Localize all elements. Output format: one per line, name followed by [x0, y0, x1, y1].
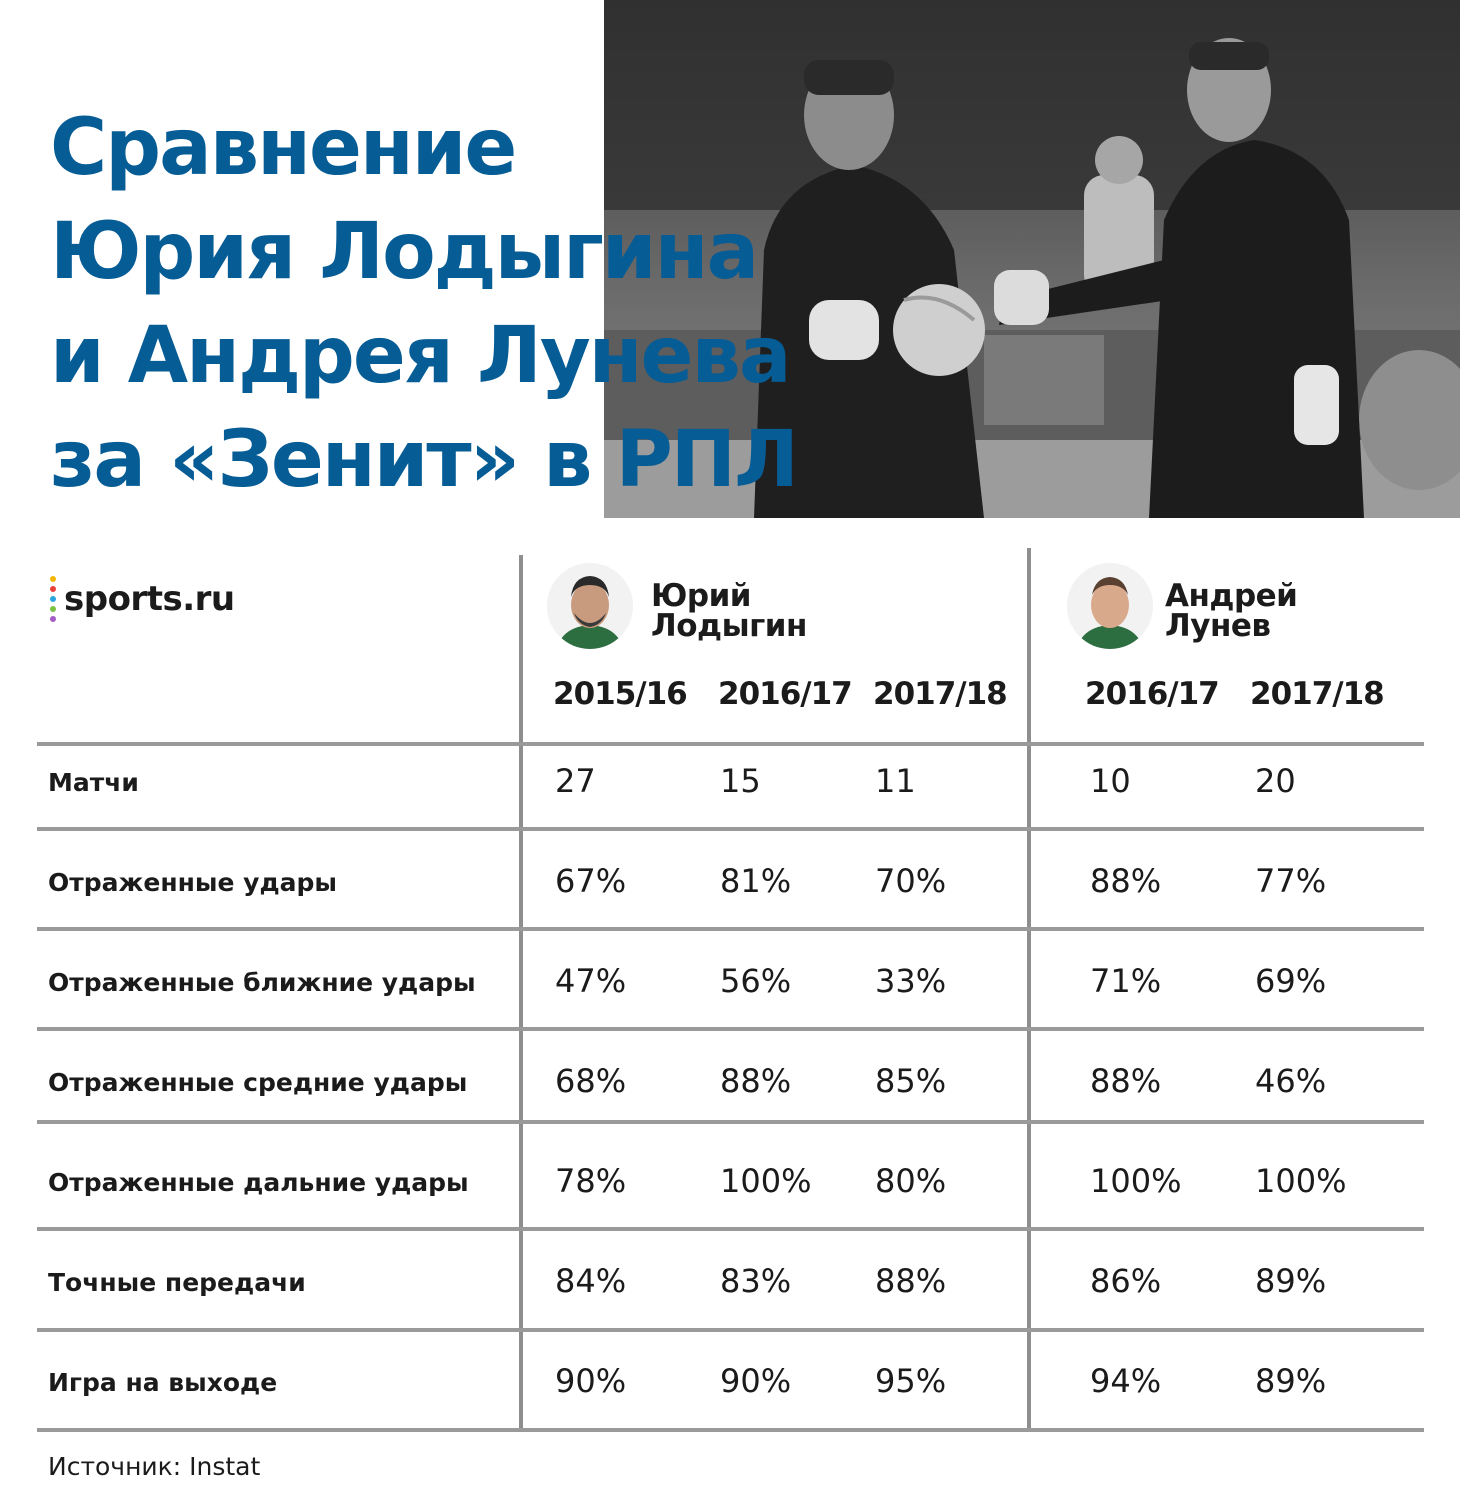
- table-cell: 90%: [720, 1362, 792, 1400]
- table-cell: 100%: [1255, 1162, 1347, 1200]
- sports-ru-logo: sports.ru: [50, 576, 235, 622]
- table-cell: 80%: [875, 1162, 947, 1200]
- table-cell: 47%: [555, 962, 627, 1000]
- season-header: 2016/17: [1085, 676, 1220, 712]
- table-cell: 27: [555, 762, 596, 800]
- row-label: Игра на выходе: [48, 1368, 278, 1397]
- row-label: Точные передачи: [48, 1268, 306, 1297]
- table-cell: 15: [720, 762, 761, 800]
- table-cell: 100%: [720, 1162, 812, 1200]
- season-header: 2017/18: [873, 676, 1008, 712]
- row-divider: [37, 1120, 1424, 1124]
- player-last-name: Лунев: [1165, 608, 1271, 644]
- table-cell: 67%: [555, 862, 627, 900]
- row-label: Отраженные дальние удары: [48, 1168, 469, 1197]
- table-cell: 88%: [1090, 1062, 1162, 1100]
- infographic-title: Сравнение Юрия Лодыгина и Андрея Лунева …: [50, 96, 799, 512]
- season-header: 2016/17: [718, 676, 853, 712]
- season-header: 2015/16: [553, 676, 688, 712]
- player-first-name: Андрей: [1165, 578, 1298, 614]
- table-cell: 33%: [875, 962, 947, 1000]
- table-cell: 100%: [1090, 1162, 1182, 1200]
- table-cell: 56%: [720, 962, 792, 1000]
- season-header: 2017/18: [1250, 676, 1385, 712]
- table-cell: 83%: [720, 1262, 792, 1300]
- row-label: Матчи: [48, 768, 139, 797]
- table-cell: 77%: [1255, 862, 1327, 900]
- table-cell: 88%: [1090, 862, 1162, 900]
- table-cell: 89%: [1255, 1262, 1327, 1300]
- table-cell: 88%: [875, 1262, 947, 1300]
- row-label: Отраженные ближние удары: [48, 968, 476, 997]
- title-line: Сравнение: [50, 103, 517, 193]
- table-cell: 81%: [720, 862, 792, 900]
- logo-dot: [50, 596, 56, 602]
- table-cell: 89%: [1255, 1362, 1327, 1400]
- column-divider: [1027, 548, 1031, 1430]
- player-last-name: Лодыгин: [651, 608, 807, 644]
- table-cell: 46%: [1255, 1062, 1327, 1100]
- table-cell: 78%: [555, 1162, 627, 1200]
- avatar-lodygin: [547, 563, 633, 649]
- logo-text: sports.ru: [64, 579, 235, 619]
- table-cell: 69%: [1255, 962, 1327, 1000]
- title-line: и Андрея Лунева: [50, 311, 791, 401]
- column-divider: [519, 555, 523, 1430]
- table-cell: 70%: [875, 862, 947, 900]
- table-cell: 71%: [1090, 962, 1162, 1000]
- row-divider: [37, 742, 1424, 746]
- row-divider: [37, 1328, 1424, 1332]
- player-first-name: Юрий: [651, 578, 752, 614]
- row-divider: [37, 827, 1424, 831]
- table-cell: 94%: [1090, 1362, 1162, 1400]
- player-name-lodygin: Юрий Лодыгин: [651, 578, 807, 644]
- source-note: Источник: Instat: [48, 1452, 261, 1481]
- table-cell: 95%: [875, 1362, 947, 1400]
- logo-dots-icon: [50, 576, 56, 622]
- title-line: Юрия Лодыгина: [50, 207, 759, 297]
- row-divider: [37, 927, 1424, 931]
- row-divider: [37, 1027, 1424, 1031]
- header-photo: [604, 0, 1460, 518]
- table-cell: 88%: [720, 1062, 792, 1100]
- table-cell: 85%: [875, 1062, 947, 1100]
- logo-dot: [50, 576, 56, 582]
- table-cell: 86%: [1090, 1262, 1162, 1300]
- table-cell: 11: [875, 762, 916, 800]
- row-label: Отраженные удары: [48, 868, 338, 897]
- row-divider: [37, 1227, 1424, 1231]
- table-cell: 10: [1090, 762, 1131, 800]
- player-name-lunev: Андрей Лунев: [1165, 578, 1298, 644]
- logo-dot: [50, 586, 56, 592]
- table-cell: 68%: [555, 1062, 627, 1100]
- table-cell: 20: [1255, 762, 1296, 800]
- table-cell: 90%: [555, 1362, 627, 1400]
- row-label: Отраженные средние удары: [48, 1068, 468, 1097]
- avatar-lunev: [1067, 563, 1153, 649]
- row-divider: [37, 1428, 1424, 1432]
- title-line: за «Зенит» в РПЛ: [50, 415, 799, 505]
- table-cell: 84%: [555, 1262, 627, 1300]
- logo-dot: [50, 606, 56, 612]
- logo-dot: [50, 616, 56, 622]
